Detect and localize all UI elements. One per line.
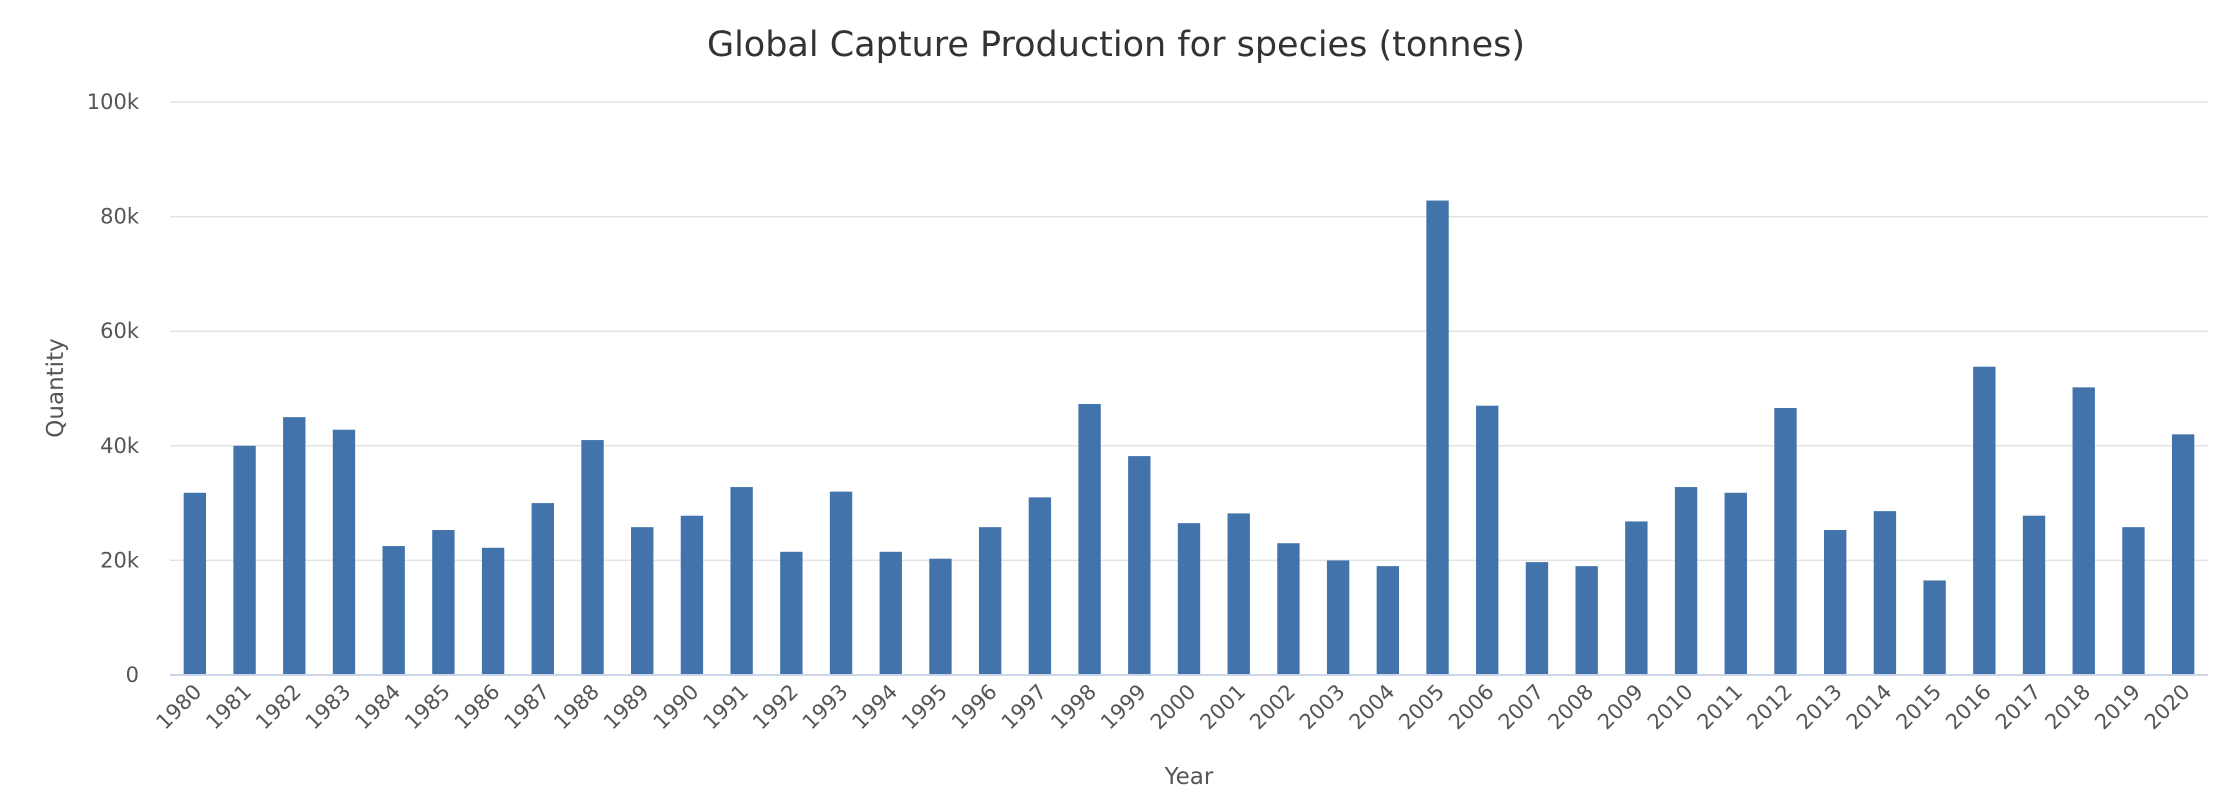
bar xyxy=(2022,515,2046,675)
x-tick-label: 1999 xyxy=(1096,680,1151,735)
x-tick-label: 1983 xyxy=(301,680,356,735)
bar xyxy=(631,527,654,675)
bar xyxy=(382,546,405,675)
bar xyxy=(1525,562,1549,675)
x-tick-label: 1989 xyxy=(599,680,654,735)
x-tick-label: 2017 xyxy=(1991,680,2046,735)
x-tick-label: 2003 xyxy=(1295,680,1350,735)
x-tick-label: 1990 xyxy=(649,680,704,735)
bar xyxy=(879,551,902,675)
x-tick-label: 2016 xyxy=(1941,680,1996,735)
gridlines xyxy=(170,101,2208,562)
x-tick-label: 2020 xyxy=(2140,680,2195,735)
bar xyxy=(1923,580,1946,675)
x-tick-label: 2007 xyxy=(1494,680,1549,735)
x-axis-label: Year xyxy=(1164,764,1214,790)
bar xyxy=(1078,403,1101,675)
bar xyxy=(978,527,1002,675)
bar xyxy=(233,445,256,675)
bar xyxy=(2171,434,2195,675)
bar xyxy=(1575,566,1598,675)
x-tick-label: 1988 xyxy=(549,680,604,735)
bar xyxy=(680,515,704,675)
x-tick-label: 1998 xyxy=(1046,680,1101,735)
y-tick-label: 80k xyxy=(100,205,140,229)
x-tick-label: 2009 xyxy=(1593,680,1648,735)
x-tick-label: 2000 xyxy=(1146,680,1201,735)
bar xyxy=(1128,456,1151,675)
bar xyxy=(1326,560,1350,675)
x-tick-label: 2019 xyxy=(2090,680,2145,735)
bar xyxy=(829,491,853,675)
y-axis-label: Quantity xyxy=(43,338,69,437)
x-tick-label: 1995 xyxy=(897,680,952,735)
chart-title: Global Capture Production for species (t… xyxy=(707,25,1525,65)
x-axis-ticks: 1980198119821983198419851986198719881989… xyxy=(152,680,2195,735)
x-tick-label: 1993 xyxy=(798,680,853,735)
bar xyxy=(1724,492,1747,675)
bar xyxy=(1177,523,1201,675)
y-tick-label: 20k xyxy=(100,548,140,572)
y-tick-label: 60k xyxy=(100,319,140,343)
bars xyxy=(183,200,2195,675)
bar xyxy=(481,547,505,675)
bar xyxy=(1028,497,1052,675)
bar xyxy=(581,440,604,675)
x-tick-label: 1991 xyxy=(698,680,753,735)
x-tick-label: 2006 xyxy=(1444,680,1499,735)
bar xyxy=(2072,387,2095,675)
x-tick-label: 2011 xyxy=(1693,680,1748,735)
x-tick-label: 2004 xyxy=(1345,680,1400,735)
x-tick-label: 1987 xyxy=(500,680,555,735)
bar xyxy=(1774,407,1797,675)
x-tick-label: 2008 xyxy=(1543,680,1598,735)
bar xyxy=(332,429,356,675)
bar xyxy=(432,530,455,675)
bar xyxy=(1824,530,1847,675)
y-tick-label: 40k xyxy=(100,434,140,458)
bar xyxy=(730,487,753,675)
x-tick-label: 2005 xyxy=(1394,680,1449,735)
bar xyxy=(1476,405,1499,675)
y-axis-ticks: 0 20k 40k 60k 80k 100k xyxy=(87,90,140,687)
bar xyxy=(531,503,554,675)
bar xyxy=(1426,200,1449,675)
bar xyxy=(1227,513,1250,675)
x-tick-label: 1984 xyxy=(350,680,405,735)
bar xyxy=(780,551,803,675)
x-tick-label: 2012 xyxy=(1742,680,1797,735)
bar xyxy=(283,417,306,675)
x-tick-label: 1982 xyxy=(251,680,306,735)
x-tick-label: 1981 xyxy=(201,680,256,735)
x-tick-label: 2001 xyxy=(1195,680,1250,735)
bar xyxy=(929,558,952,675)
bar xyxy=(1376,566,1400,675)
bar xyxy=(1873,511,1897,675)
bar xyxy=(1674,487,1698,675)
y-tick-label: 0 xyxy=(126,663,139,687)
bar xyxy=(2122,527,2145,675)
x-tick-label: 1997 xyxy=(997,680,1052,735)
x-tick-label: 1985 xyxy=(400,680,455,735)
x-tick-label: 2015 xyxy=(1891,680,1946,735)
x-tick-label: 1980 xyxy=(152,680,207,735)
bar xyxy=(1277,543,1300,675)
bar xyxy=(1973,366,1996,675)
bar xyxy=(183,492,207,675)
x-tick-label: 1992 xyxy=(748,680,803,735)
bar xyxy=(1625,521,1648,675)
x-tick-label: 2010 xyxy=(1643,680,1698,735)
x-tick-label: 1996 xyxy=(947,680,1002,735)
x-tick-label: 2002 xyxy=(1245,680,1300,735)
x-tick-label: 2013 xyxy=(1792,680,1847,735)
x-tick-label: 1986 xyxy=(450,680,505,735)
x-tick-label: 1994 xyxy=(848,680,903,735)
x-tick-label: 2018 xyxy=(2040,680,2095,735)
y-tick-label: 100k xyxy=(87,90,140,114)
x-tick-label: 2014 xyxy=(1842,680,1897,735)
